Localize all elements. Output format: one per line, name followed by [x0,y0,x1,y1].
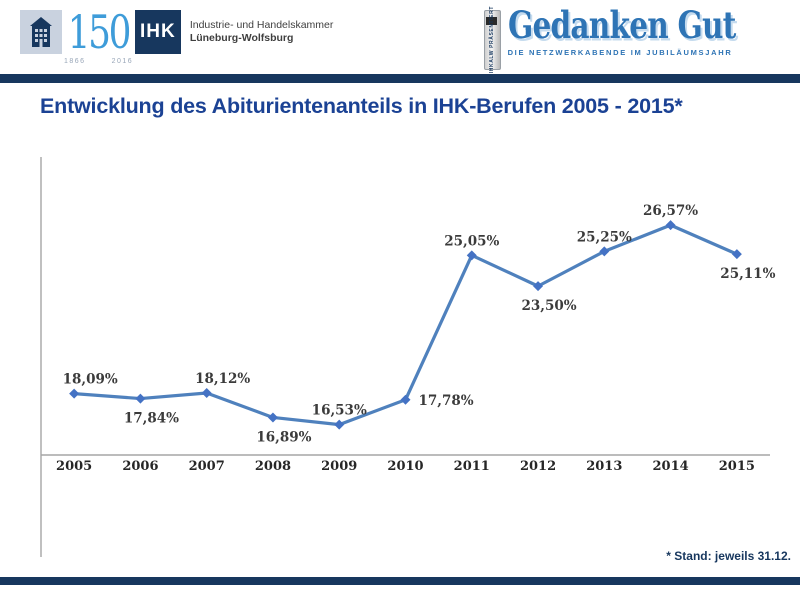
x-axis-label-2014: 2014 [652,459,688,474]
x-axis-label-2007: 2007 [189,459,225,474]
data-label-2013: 25,25% [577,229,632,245]
data-point-2011 [466,250,477,261]
data-label-2015: 25,11% [720,266,775,282]
brand-wordmark: Gedanken Gut [507,3,736,47]
data-point-2012 [533,281,544,292]
anniversary-years: 1866 2016 [64,58,133,65]
data-label-2009: 16,53% [312,403,367,419]
line-chart: 18,09% 2005 17,84% 2006 18,12% 2007 16,89% 2008… [0,145,800,565]
data-label-2010: 17,78% [419,393,474,409]
data-point-2005 [69,388,80,399]
x-axis-label-2010: 2010 [387,459,423,474]
org-line1: Industrie- und Handelskammer [189,19,334,31]
data-point-2015 [731,249,742,260]
ihk-acronym: IHK [139,21,176,42]
data-label-2007: 18,12% [195,371,250,387]
data-point-2006 [135,393,146,404]
lighter-badge-text: IHKALW PRÄSENTIERT [489,6,496,74]
data-point-2013 [599,246,610,257]
data-label-2005: 18,09% [63,372,118,388]
data-label-2008: 16,89% [256,429,311,445]
ihk-building-tile [20,10,62,54]
data-point-2009 [334,419,345,430]
anniversary-150: 150 [67,5,132,59]
data-label-2006: 17,84% [124,411,179,427]
footer-bar [0,577,800,585]
x-axis-label-2005: 2005 [56,459,92,474]
gedankengut-logo: IHKALW PRÄSENTIERT Gedanken Gut DIE NETZ… [483,6,792,74]
ihk-acronym-box: IHK [134,10,181,54]
data-point-2008 [267,412,278,423]
data-label-2011: 25,05% [444,233,499,249]
data-label-2014: 26,57% [643,203,698,219]
data-point-2014 [665,220,676,231]
org-line2: Lüneburg-Wolfsburg [189,32,294,45]
year-start: 1866 [64,58,86,65]
series-line [72,223,739,427]
ihk-org-name: Industrie- und Handelskammer Lüneburg-Wo… [190,19,334,45]
x-axis-label-2008: 2008 [255,459,291,474]
ihk-150-logo: 150 IHK Industrie- und Handelskammer Lün… [20,5,334,59]
x-axis-label-2011: 2011 [454,459,490,474]
x-axis-label-2012: 2012 [520,459,556,474]
x-axis-label-2015: 2015 [719,459,755,474]
building-icon [30,17,52,47]
year-end: 2016 [111,58,134,65]
brand-column: Gedanken Gut DIE NETZWERKABENDE IM JUBIL… [508,6,792,57]
lighter-badge-icon: IHKALW PRÄSENTIERT [483,6,501,74]
x-axis-label-2006: 2006 [122,459,158,474]
line-chart-svg: 18,09% 2005 17,84% 2006 18,12% 2007 16,89% 2008… [40,157,776,557]
x-axis-label-2009: 2009 [321,459,357,474]
data-point-2010 [400,394,411,405]
page-title: Entwicklung des Abiturientenanteils in I… [40,94,683,118]
footnote: * Stand: jeweils 31.12. [666,549,791,563]
header-divider-bar [0,74,800,83]
x-axis-label-2013: 2013 [586,459,622,474]
data-point-2007 [201,388,212,399]
brand-tagline: DIE NETZWERKABENDE IM JUBILÄUMSJAHR [507,47,733,57]
data-label-2012: 23,50% [521,298,576,314]
slide-header: 150 IHK Industrie- und Handelskammer Lün… [0,0,800,74]
